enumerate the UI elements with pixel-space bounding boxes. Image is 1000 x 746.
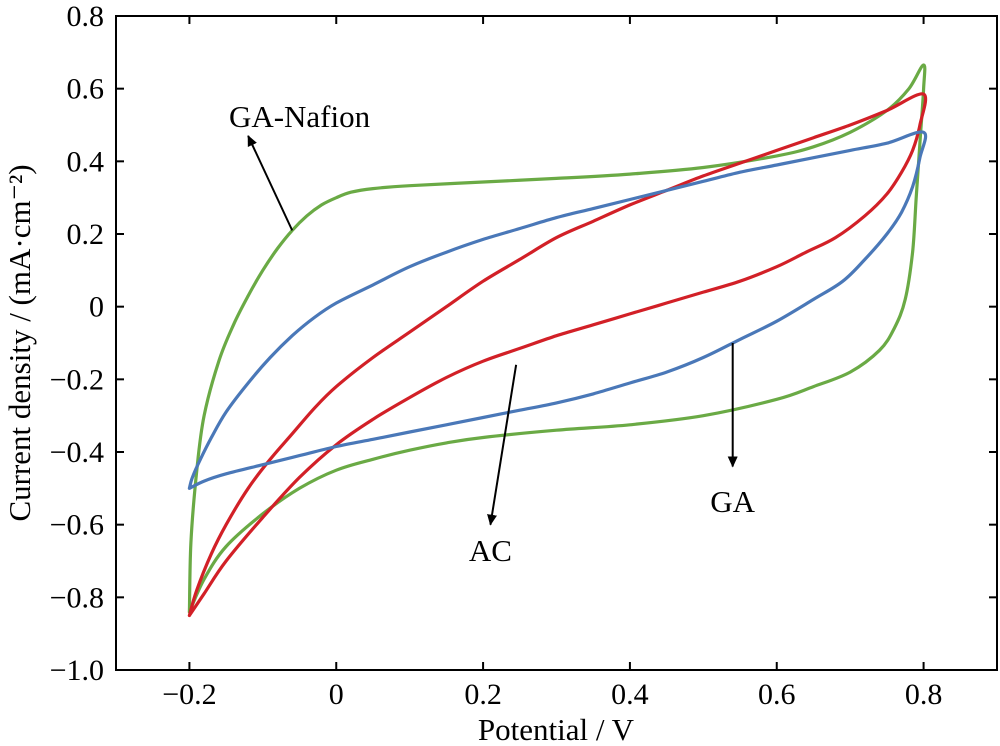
annotation-arrow-ac bbox=[487, 364, 518, 526]
x-tick-label: 0.4 bbox=[611, 678, 649, 711]
series-curves bbox=[187, 63, 928, 618]
annotation-label-ga: GA bbox=[710, 484, 755, 519]
x-tick-label: 0.2 bbox=[464, 678, 502, 711]
x-axis-title: Potential / V bbox=[478, 712, 635, 746]
y-tick-label: −0.4 bbox=[50, 436, 104, 469]
y-tick-label: 0.8 bbox=[67, 0, 105, 33]
y-tick-label: −0.6 bbox=[50, 509, 104, 542]
axis-ticks: −0.2 0 0.2 0.4 0.6 0.8 −1.0 −0.8 −0.6 −0.4 −0.2 0 0.… bbox=[50, 0, 997, 711]
y-tick-label: 0.6 bbox=[67, 73, 105, 106]
series-line-ga-nafion bbox=[187, 63, 927, 614]
x-tick-label: 0.8 bbox=[905, 678, 943, 711]
y-tick-label: −0.2 bbox=[50, 363, 104, 396]
y-tick-label: −0.8 bbox=[50, 581, 104, 614]
annotation-arrow-ga-nafion bbox=[247, 134, 294, 231]
y-tick-label: 0.2 bbox=[67, 218, 105, 251]
plot-frame bbox=[115, 15, 998, 671]
annotation-label-ga-nafion: GA-Nafion bbox=[229, 99, 371, 134]
series-line-ac bbox=[187, 92, 928, 618]
y-tick-label: 0.4 bbox=[67, 145, 105, 178]
x-tick-label: −0.2 bbox=[162, 678, 216, 711]
annotation-label-ac: AC bbox=[469, 533, 512, 568]
y-tick-label: 0 bbox=[89, 291, 104, 324]
x-tick-label: 0.6 bbox=[758, 678, 796, 711]
y-axis-title: Current density / (mA·cm⁻²) bbox=[2, 164, 37, 521]
annotations: GA-Nafion AC GA bbox=[229, 99, 756, 568]
y-tick-label: −1.0 bbox=[50, 654, 104, 687]
series-line-ga bbox=[187, 130, 928, 490]
x-tick-label: 0 bbox=[329, 678, 344, 711]
